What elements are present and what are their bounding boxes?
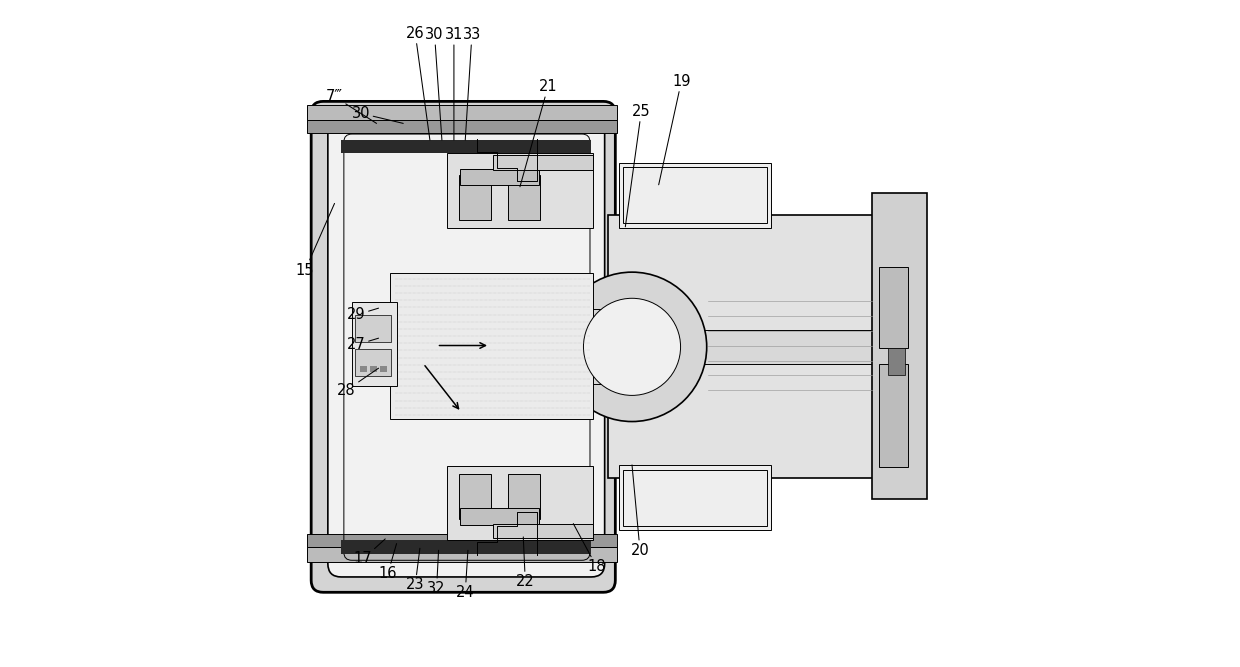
Bar — [888, 348, 905, 375]
Bar — [885, 260, 916, 300]
Bar — [446, 466, 593, 540]
FancyBboxPatch shape — [327, 117, 605, 577]
FancyBboxPatch shape — [311, 101, 615, 592]
Bar — [389, 273, 593, 419]
Bar — [619, 163, 771, 228]
Text: 29: 29 — [347, 307, 378, 322]
Text: 16: 16 — [378, 544, 397, 581]
Bar — [370, 366, 377, 372]
Text: 22: 22 — [516, 537, 534, 589]
Text: 18: 18 — [573, 524, 606, 574]
Bar — [508, 175, 539, 220]
Text: 25: 25 — [625, 104, 651, 227]
Text: 32: 32 — [428, 550, 446, 596]
Bar — [619, 465, 771, 530]
Text: 26: 26 — [405, 26, 430, 140]
Text: 20: 20 — [631, 465, 650, 558]
Bar — [885, 392, 916, 432]
Bar — [494, 155, 593, 170]
Bar — [879, 364, 908, 467]
Bar — [306, 534, 616, 547]
Bar — [508, 474, 539, 519]
Bar — [459, 474, 491, 519]
Text: 27: 27 — [347, 338, 378, 352]
Text: 19: 19 — [658, 74, 691, 185]
Bar — [494, 524, 593, 538]
Text: 24: 24 — [456, 550, 475, 600]
Text: 31: 31 — [445, 27, 463, 140]
Bar — [460, 169, 538, 185]
Bar — [306, 105, 616, 120]
Text: 21: 21 — [520, 79, 557, 187]
Bar — [624, 470, 766, 526]
Bar — [446, 153, 593, 228]
Bar — [352, 302, 397, 386]
Bar — [879, 267, 908, 348]
Circle shape — [584, 298, 681, 396]
Text: 23: 23 — [405, 548, 424, 592]
Text: 30: 30 — [425, 27, 444, 140]
Bar — [460, 508, 538, 525]
Bar — [360, 366, 367, 372]
Bar — [306, 547, 616, 562]
Text: 17: 17 — [353, 539, 386, 566]
Bar — [459, 175, 491, 220]
Bar — [379, 366, 387, 372]
Bar — [872, 193, 926, 499]
Bar — [355, 349, 391, 376]
Text: 30: 30 — [352, 106, 403, 123]
Text: 28: 28 — [337, 368, 378, 398]
Bar — [306, 120, 616, 133]
Bar — [585, 309, 624, 384]
Bar — [341, 140, 591, 153]
Bar — [632, 330, 887, 364]
Circle shape — [557, 272, 707, 422]
Bar — [355, 315, 391, 342]
Text: 15: 15 — [296, 203, 335, 277]
Bar — [341, 540, 591, 554]
Text: 7‴: 7‴ — [326, 89, 377, 123]
Bar — [624, 167, 766, 223]
Bar — [608, 215, 885, 478]
Text: 33: 33 — [463, 27, 481, 140]
